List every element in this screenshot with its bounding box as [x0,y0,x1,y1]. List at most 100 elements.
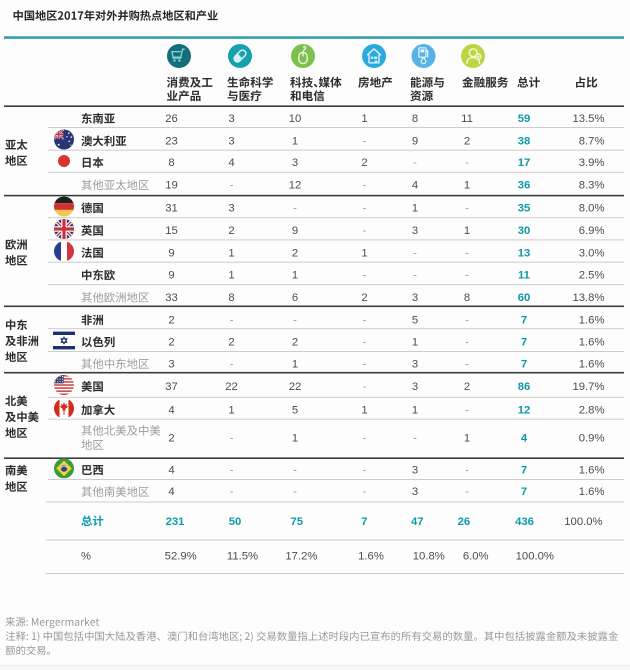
svg-text:-: - [363,203,367,215]
svg-text:-: - [413,433,417,445]
svg-text:2.5%: 2.5% [579,270,605,282]
svg-text:1: 1 [464,225,470,237]
svg-text:7: 7 [521,337,527,349]
svg-text:-: - [465,315,469,327]
svg-text:-: - [413,270,417,282]
svg-text:35: 35 [518,203,531,215]
svg-text:2: 2 [292,247,298,259]
svg-text:-: - [293,486,297,498]
svg-text:-: - [363,337,367,349]
svg-text:37: 37 [165,381,178,393]
svg-text:8.7%: 8.7% [579,136,605,148]
svg-text:6.9%: 6.9% [579,225,605,237]
svg-text:3: 3 [412,292,418,304]
svg-text:13.5%: 13.5% [572,113,604,125]
svg-text:2: 2 [228,225,234,237]
svg-text:52.9%: 52.9% [165,550,197,562]
svg-text:-: - [363,136,367,148]
svg-text:-: - [230,180,234,192]
svg-text:4: 4 [168,486,174,498]
svg-text:-: - [465,405,469,417]
svg-text:11: 11 [461,113,473,125]
svg-text:-: - [465,247,469,259]
svg-text:2: 2 [168,337,174,349]
svg-text:-: - [413,157,417,169]
svg-text:2: 2 [464,381,470,393]
svg-text:7: 7 [361,516,367,528]
svg-text:22: 22 [289,381,302,393]
svg-text:3: 3 [168,358,174,370]
svg-text:31: 31 [165,203,178,215]
svg-text:-: - [363,358,367,370]
svg-text:-: - [230,486,234,498]
svg-text:1.6%: 1.6% [358,550,384,562]
svg-text:7: 7 [521,358,527,370]
svg-text:19.7%: 19.7% [572,381,604,393]
svg-text:3.9%: 3.9% [579,157,605,169]
svg-text:9: 9 [168,247,174,259]
svg-text:436: 436 [515,516,534,528]
svg-text:%: % [81,550,91,562]
svg-text:-: - [465,337,469,349]
svg-text:38: 38 [518,136,531,148]
svg-text:4: 4 [168,405,174,417]
svg-text:19: 19 [165,180,178,192]
svg-text:10: 10 [289,113,302,125]
svg-text:33: 33 [165,292,178,304]
svg-text:26: 26 [458,516,471,528]
svg-text:3.0%: 3.0% [579,247,605,259]
svg-text:9: 9 [292,225,298,237]
svg-text:1: 1 [412,337,418,349]
svg-text:5: 5 [412,315,418,327]
svg-text:1: 1 [464,433,470,445]
svg-text:1: 1 [361,247,367,259]
svg-text:59: 59 [518,113,531,125]
svg-text:6: 6 [292,292,298,304]
svg-text:2: 2 [361,157,367,169]
svg-text:2: 2 [228,337,234,349]
svg-text:8: 8 [412,113,418,125]
svg-text:6.0%: 6.0% [463,550,489,562]
svg-text:3: 3 [412,381,418,393]
svg-text:3: 3 [292,157,298,169]
svg-text:17: 17 [518,157,531,169]
svg-text:17.2%: 17.2% [285,550,317,562]
svg-text:1: 1 [228,270,234,282]
svg-text:2: 2 [168,433,174,445]
svg-text:2: 2 [292,337,298,349]
svg-text:-: - [363,225,367,237]
svg-text:7: 7 [521,464,527,476]
svg-text:1: 1 [361,405,367,417]
svg-text:-: - [465,203,469,215]
svg-text:-: - [465,270,469,282]
svg-text:-: - [230,433,234,445]
svg-text:1.6%: 1.6% [579,337,605,349]
svg-text:1: 1 [292,270,298,282]
svg-text:13.8%: 13.8% [572,292,604,304]
svg-text:-: - [363,433,367,445]
svg-text:3: 3 [412,225,418,237]
svg-text:7: 7 [521,315,527,327]
svg-text:1: 1 [228,247,234,259]
svg-text:-: - [363,315,367,327]
svg-text:-: - [465,358,469,370]
svg-text:1.6%: 1.6% [579,486,605,498]
svg-text:1: 1 [228,405,234,417]
svg-text:5: 5 [292,405,298,417]
svg-text:3: 3 [228,136,234,148]
svg-text:1: 1 [292,433,298,445]
svg-text:75: 75 [291,516,304,528]
svg-text:-: - [363,486,367,498]
svg-text:3: 3 [228,203,234,215]
svg-text:9: 9 [412,136,418,148]
svg-text:8.0%: 8.0% [579,203,605,215]
svg-text:2.8%: 2.8% [579,405,605,417]
svg-text:4: 4 [521,433,528,445]
svg-text:1: 1 [464,180,470,192]
svg-text:12: 12 [289,180,302,192]
svg-text:8: 8 [228,292,234,304]
svg-text:-: - [413,247,417,259]
svg-text:-: - [465,464,469,476]
svg-text:11.5%: 11.5% [227,550,258,562]
svg-text:1: 1 [412,203,418,215]
